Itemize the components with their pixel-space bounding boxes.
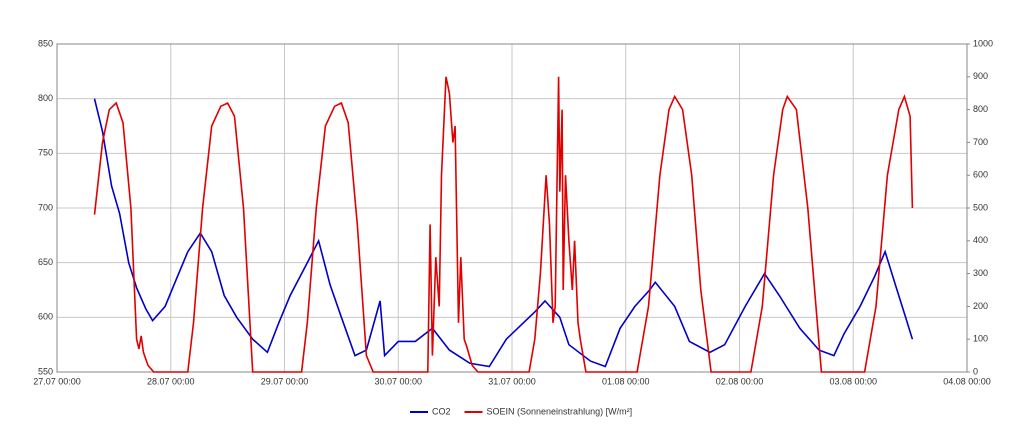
y2-tick-label: 400 bbox=[973, 235, 988, 245]
data-line bbox=[93, 76, 914, 373]
y-tick-label: 650 bbox=[38, 257, 53, 267]
y2-tick-label: 500 bbox=[973, 202, 988, 212]
y-tick-label: 600 bbox=[38, 312, 53, 322]
y2-tick-label: 300 bbox=[973, 268, 988, 278]
x-tick-label: 27.07 00:00 bbox=[33, 376, 81, 386]
x-tick-label: 03.08 00:00 bbox=[829, 376, 877, 386]
x-tick-label: 04.08 00:00 bbox=[943, 376, 991, 386]
x-tick-label: 02.08 00:00 bbox=[716, 376, 764, 386]
x-tick-label: 30.07 00:00 bbox=[374, 376, 422, 386]
x-tick-label: 31.07 00:00 bbox=[488, 376, 536, 386]
x-tick-label: 28.07 00:00 bbox=[147, 376, 195, 386]
y2-tick-label: 600 bbox=[973, 170, 988, 180]
y-tick-label: 850 bbox=[38, 38, 53, 48]
legend-label: SOEIN (Sonneneinstrahlung) [W/m²] bbox=[487, 406, 633, 416]
y2-tick-label: 900 bbox=[973, 71, 988, 81]
data-line bbox=[93, 98, 914, 368]
y2-tick-label: 800 bbox=[973, 104, 988, 114]
y2-tick-label: 700 bbox=[973, 137, 988, 147]
y-tick-label: 700 bbox=[38, 202, 53, 212]
x-tick-label: 29.07 00:00 bbox=[261, 376, 309, 386]
y2-tick-label: 100 bbox=[973, 334, 988, 344]
y-tick-label: 550 bbox=[38, 366, 53, 376]
y2-tick-label: 200 bbox=[973, 301, 988, 311]
y-tick-label: 750 bbox=[38, 148, 53, 158]
y2-tick-label: 0 bbox=[973, 366, 978, 376]
y2-tick-label: 1000 bbox=[973, 38, 993, 48]
y-tick-label: 800 bbox=[38, 93, 53, 103]
x-tick-label: 01.08 00:00 bbox=[602, 376, 650, 386]
legend-label: CO2 bbox=[432, 406, 451, 416]
